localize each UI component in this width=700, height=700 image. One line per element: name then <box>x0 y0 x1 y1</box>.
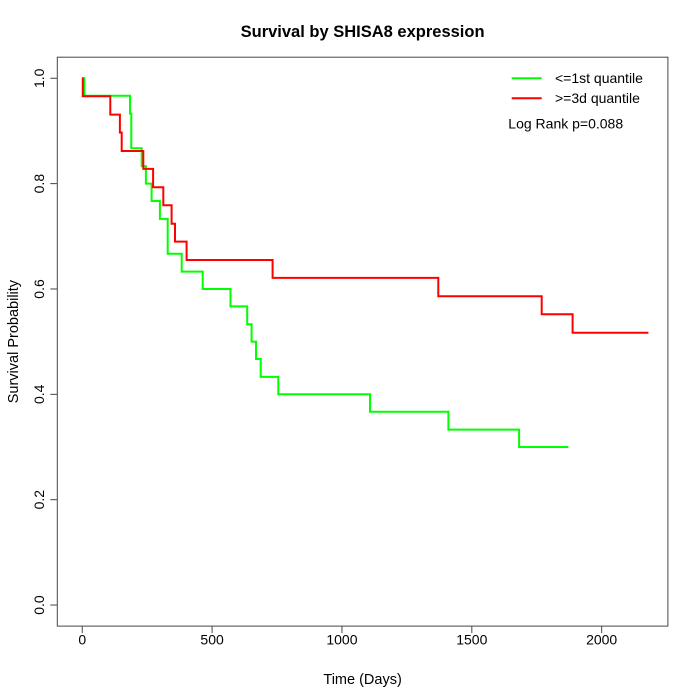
legend-label-first-quantile: <=1st quantile <box>555 70 643 86</box>
logrank-pvalue-annotation: Log Rank p=0.088 <box>508 115 623 131</box>
y-tick-label: 1.0 <box>31 68 47 88</box>
legend: <=1st quantile >=3d quantile Log Rank p=… <box>508 70 643 131</box>
x-tick-label: 2000 <box>586 632 617 648</box>
x-tick-label: 500 <box>200 632 224 648</box>
y-axis-label: Survival Probability <box>6 279 22 403</box>
legend-label-third-quantile: >=3d quantile <box>555 90 640 106</box>
y-tick-label: 0.8 <box>31 174 47 194</box>
y-tick-label: 0.4 <box>31 384 47 404</box>
x-axis: 0 500 1000 1500 2000 <box>78 626 617 648</box>
x-tick-label: 0 <box>78 632 86 648</box>
x-axis-label: Time (Days) <box>323 672 401 688</box>
survival-curves <box>81 77 649 448</box>
x-tick-label: 1500 <box>456 632 487 648</box>
y-tick-label: 0.6 <box>31 279 47 299</box>
y-axis: 0.0 0.2 0.4 0.6 0.8 1.0 <box>31 68 58 615</box>
y-tick-label: 0.2 <box>31 490 47 510</box>
plot-border <box>56 56 669 627</box>
km-curve-series-0 <box>82 77 569 448</box>
y-tick-label: 0.0 <box>31 595 47 615</box>
x-tick-label: 1000 <box>326 632 357 648</box>
km-curve-series-1 <box>81 77 649 334</box>
chart-title: Survival by SHISA8 expression <box>241 23 485 41</box>
